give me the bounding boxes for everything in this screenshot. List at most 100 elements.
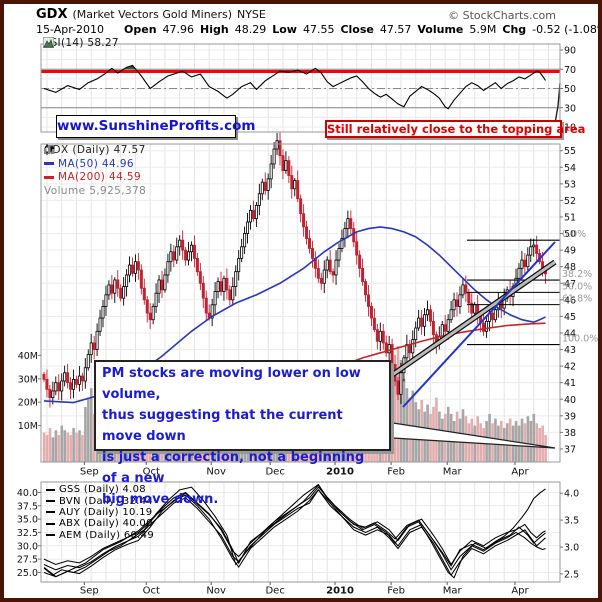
volume-bar — [90, 388, 93, 462]
volume-bar — [523, 423, 527, 462]
candle-body — [322, 269, 326, 284]
candle-body — [243, 233, 247, 248]
volume-bar — [544, 434, 547, 462]
volume-legend-label: Volume 5,925,378 — [44, 184, 147, 197]
candle-body — [240, 246, 244, 259]
ma50-legend-label: MA(50) 44.96 — [58, 157, 134, 170]
candle-body — [234, 271, 238, 287]
abx-line-swatch — [46, 522, 55, 525]
axis-label: 47 — [564, 279, 576, 290]
axis-label: 4.0 — [564, 489, 579, 500]
candle-body — [228, 289, 232, 301]
candle-body — [133, 261, 137, 274]
candle-body — [201, 282, 205, 299]
candle-body — [110, 284, 114, 294]
candle-body — [307, 238, 311, 249]
axis-label: 38 — [564, 428, 576, 439]
axis-label: 50 — [564, 229, 576, 240]
chart-title-row: GDX (Market Vectors Gold Miners) NYSE — [36, 7, 266, 22]
volume-bar — [66, 432, 69, 462]
candle-body — [482, 322, 486, 332]
fibonacci-label: 61.8% — [562, 294, 592, 305]
candle-body — [428, 309, 432, 322]
candle-body — [284, 160, 288, 171]
candle-body — [113, 279, 117, 294]
candle-body — [181, 239, 185, 251]
candle-body — [192, 244, 196, 259]
candle-body — [48, 388, 52, 398]
month-label: Dec — [265, 467, 284, 478]
candle-body — [51, 390, 55, 398]
volume-bar — [399, 360, 403, 462]
volume-bar — [54, 430, 58, 462]
blue-trendline — [402, 241, 556, 408]
candle-body — [310, 248, 314, 259]
bvn-line-swatch — [46, 500, 55, 503]
month-label: Mar — [443, 586, 463, 597]
axis-label: 43 — [564, 345, 576, 356]
candle-body — [325, 259, 329, 271]
abx-legend-label: ABX (Daily) 40.00 — [59, 518, 153, 530]
candle-body — [355, 241, 359, 256]
volume-bars-icon — [44, 145, 55, 154]
axis-label: 2.5 — [564, 569, 579, 580]
candle-body — [263, 181, 267, 191]
candle-body — [195, 258, 199, 273]
auy-line — [43, 488, 546, 578]
candle-body — [366, 294, 370, 307]
axis-label: 49 — [564, 246, 576, 257]
axis-label: 10M — [18, 421, 38, 432]
axis-label: 42 — [564, 362, 576, 373]
candle-body — [414, 327, 418, 340]
candle-body — [107, 284, 111, 296]
candle-body — [275, 140, 279, 150]
volume-bar — [535, 423, 539, 462]
rsi-line — [43, 64, 546, 110]
fibonacci-label: 100.0% — [562, 334, 598, 345]
auy-line-swatch — [46, 511, 55, 514]
candle-body — [166, 261, 170, 276]
ma50-line — [43, 226, 546, 404]
candle-body — [417, 317, 421, 329]
volume-bar — [57, 434, 61, 462]
candle-body — [449, 309, 453, 321]
candle-body — [95, 330, 99, 350]
abx-line — [43, 486, 546, 566]
bvn-line — [43, 483, 546, 579]
candle-body — [246, 221, 250, 234]
candle-body — [184, 249, 188, 261]
candle-body — [452, 299, 456, 311]
candle-body — [77, 375, 81, 385]
axis-label: 37 — [564, 444, 576, 455]
candle-body — [331, 271, 335, 276]
axis-label: 27.5 — [17, 555, 38, 566]
candle-body — [172, 251, 176, 261]
candle-body — [63, 372, 67, 382]
candle-body — [92, 342, 96, 350]
close-value: 47.57 — [379, 23, 412, 36]
axis-label: 53 — [564, 179, 576, 190]
month-label: Feb — [387, 467, 405, 478]
candle-body — [160, 279, 164, 291]
candle-body — [535, 244, 539, 254]
candle-body — [216, 281, 220, 292]
candle-body — [69, 382, 73, 390]
exchange-label: NYSE — [236, 8, 266, 21]
axis-label: 25.0 — [17, 568, 38, 579]
axis-label: 41 — [564, 378, 576, 389]
sunshineprofits-watermark-box: www.SunshineProfits.com — [56, 115, 255, 138]
month-label: Apr — [511, 467, 529, 478]
candle-body — [136, 261, 140, 271]
candle-body — [358, 254, 362, 269]
candle-body — [139, 269, 143, 289]
candle-body — [237, 258, 241, 273]
candle-body — [293, 180, 297, 190]
volume-bar — [514, 420, 518, 462]
volume-bar — [482, 427, 485, 462]
candle-body — [305, 226, 309, 239]
candle-body — [316, 267, 320, 279]
candle-body — [420, 317, 424, 327]
candle-body — [57, 382, 61, 392]
candle-body — [257, 193, 261, 206]
axis-label: 32.5 — [17, 528, 38, 539]
